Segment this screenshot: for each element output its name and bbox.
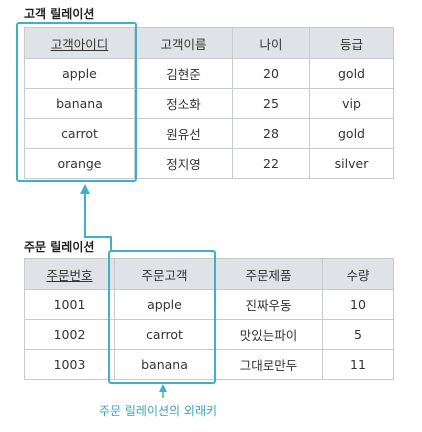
table-cell: 22 — [232, 148, 310, 179]
table-cell: carrot — [114, 319, 215, 350]
table-cell: apple — [24, 58, 135, 89]
table-cell: orange — [24, 148, 135, 179]
table-cell: 10 — [322, 289, 394, 320]
table-cell: 정지영 — [134, 148, 233, 179]
table-row: orange 정지영 22 silver — [24, 148, 394, 179]
foreign-key-caption: 주문 릴레이션의 외래키 — [99, 404, 218, 418]
table-cell: apple — [114, 289, 215, 320]
table-cell: 11 — [322, 349, 394, 380]
table-row: 1003 banana 그대로만두 11 — [24, 349, 394, 380]
table-cell: silver — [309, 148, 394, 179]
arrow-up-icon — [80, 184, 90, 194]
order-header-customer: 주문고객 — [114, 258, 215, 290]
table-cell: gold — [309, 58, 394, 89]
table-cell: 5 — [322, 319, 394, 350]
order-relation-table: 주문번호 주문고객 주문제품 수량 1001 apple 진짜우동 10 100… — [24, 258, 394, 380]
table-cell: 맛있는파이 — [214, 319, 323, 350]
table-cell: carrot — [24, 118, 135, 149]
order-header-product: 주문제품 — [214, 258, 323, 290]
table-cell: 정소화 — [134, 88, 233, 119]
table-cell: 20 — [232, 58, 310, 89]
table-cell: gold — [309, 118, 394, 149]
order-header-row: 주문번호 주문고객 주문제품 수량 — [24, 258, 394, 290]
table-cell: 1002 — [24, 319, 115, 350]
table-cell: banana — [24, 88, 135, 119]
table-row: 1001 apple 진짜우동 10 — [24, 289, 394, 320]
table-cell: 진짜우동 — [214, 289, 323, 320]
table-row: 1002 carrot 맛있는파이 5 — [24, 319, 394, 350]
customer-relation-title: 고객 릴레이션 — [24, 7, 95, 21]
order-header-number: 주문번호 — [24, 258, 115, 290]
customer-header-grade: 등급 — [309, 27, 394, 59]
table-cell: 1001 — [24, 289, 115, 320]
customer-header-name: 고객이름 — [134, 27, 233, 59]
table-cell: banana — [114, 349, 215, 380]
customer-relation-table: 고객아이디 고객이름 나이 등급 apple 김현준 20 gold banan… — [24, 27, 394, 179]
order-header-quantity: 수량 — [322, 258, 394, 290]
customer-header-age: 나이 — [232, 27, 310, 59]
order-relation-title: 주문 릴레이션 — [24, 240, 95, 254]
customer-header-row: 고객아이디 고객이름 나이 등급 — [24, 27, 394, 59]
caption-arrow-up-icon — [159, 384, 167, 392]
table-row: carrot 원유선 28 gold — [24, 118, 394, 149]
table-row: banana 정소화 25 vip — [24, 88, 394, 119]
table-cell: 1003 — [24, 349, 115, 380]
table-cell: 그대로만두 — [214, 349, 323, 380]
table-cell: 25 — [232, 88, 310, 119]
